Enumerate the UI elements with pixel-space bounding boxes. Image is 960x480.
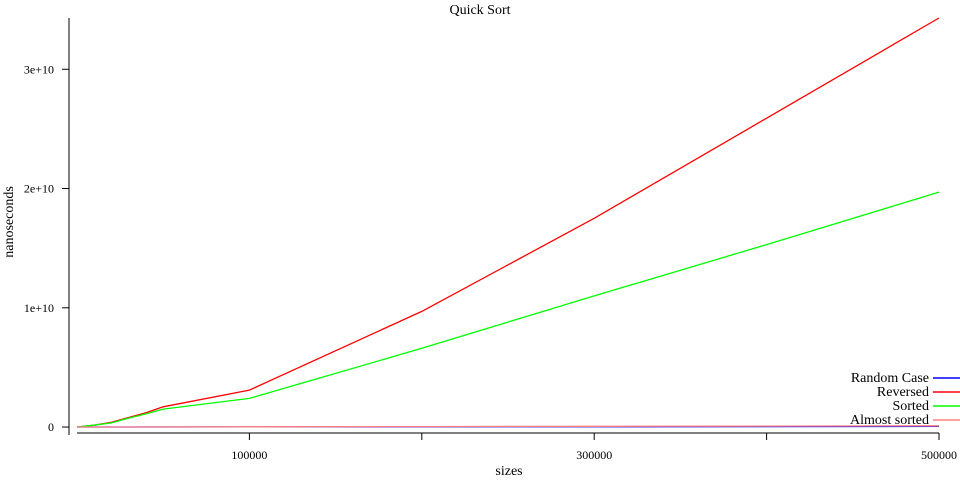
x-tick-label: 500000 [921, 448, 957, 462]
series-line-almost-sorted [77, 425, 940, 428]
axis-ticks: 100000 300000 500000 0 1e+10 2e+10 3e+10 [24, 62, 957, 462]
legend-label-almost-sorted: Almost sorted [850, 413, 929, 428]
series-line-sorted [76, 191, 940, 428]
y-tick-label: 0 [48, 420, 54, 434]
x-axis-label: sizes [495, 464, 522, 479]
series-lines [76, 17, 940, 428]
x-tick-label: 300000 [576, 448, 612, 462]
y-tick-label: 2e+10 [24, 182, 54, 196]
series-line-reversed [76, 17, 940, 428]
x-tick-label: 100000 [231, 448, 267, 462]
legend-label-reversed: Reversed [877, 385, 929, 400]
y-tick-label: 1e+10 [24, 301, 54, 315]
y-tick-label: 3e+10 [24, 62, 54, 76]
axes [68, 18, 939, 435]
chart-title: Quick Sort [449, 3, 510, 18]
legend-label-sorted: Sorted [892, 399, 929, 414]
legend-label-random-case: Random Case [851, 371, 929, 386]
y-axis-label: nanoseconds [2, 186, 17, 258]
